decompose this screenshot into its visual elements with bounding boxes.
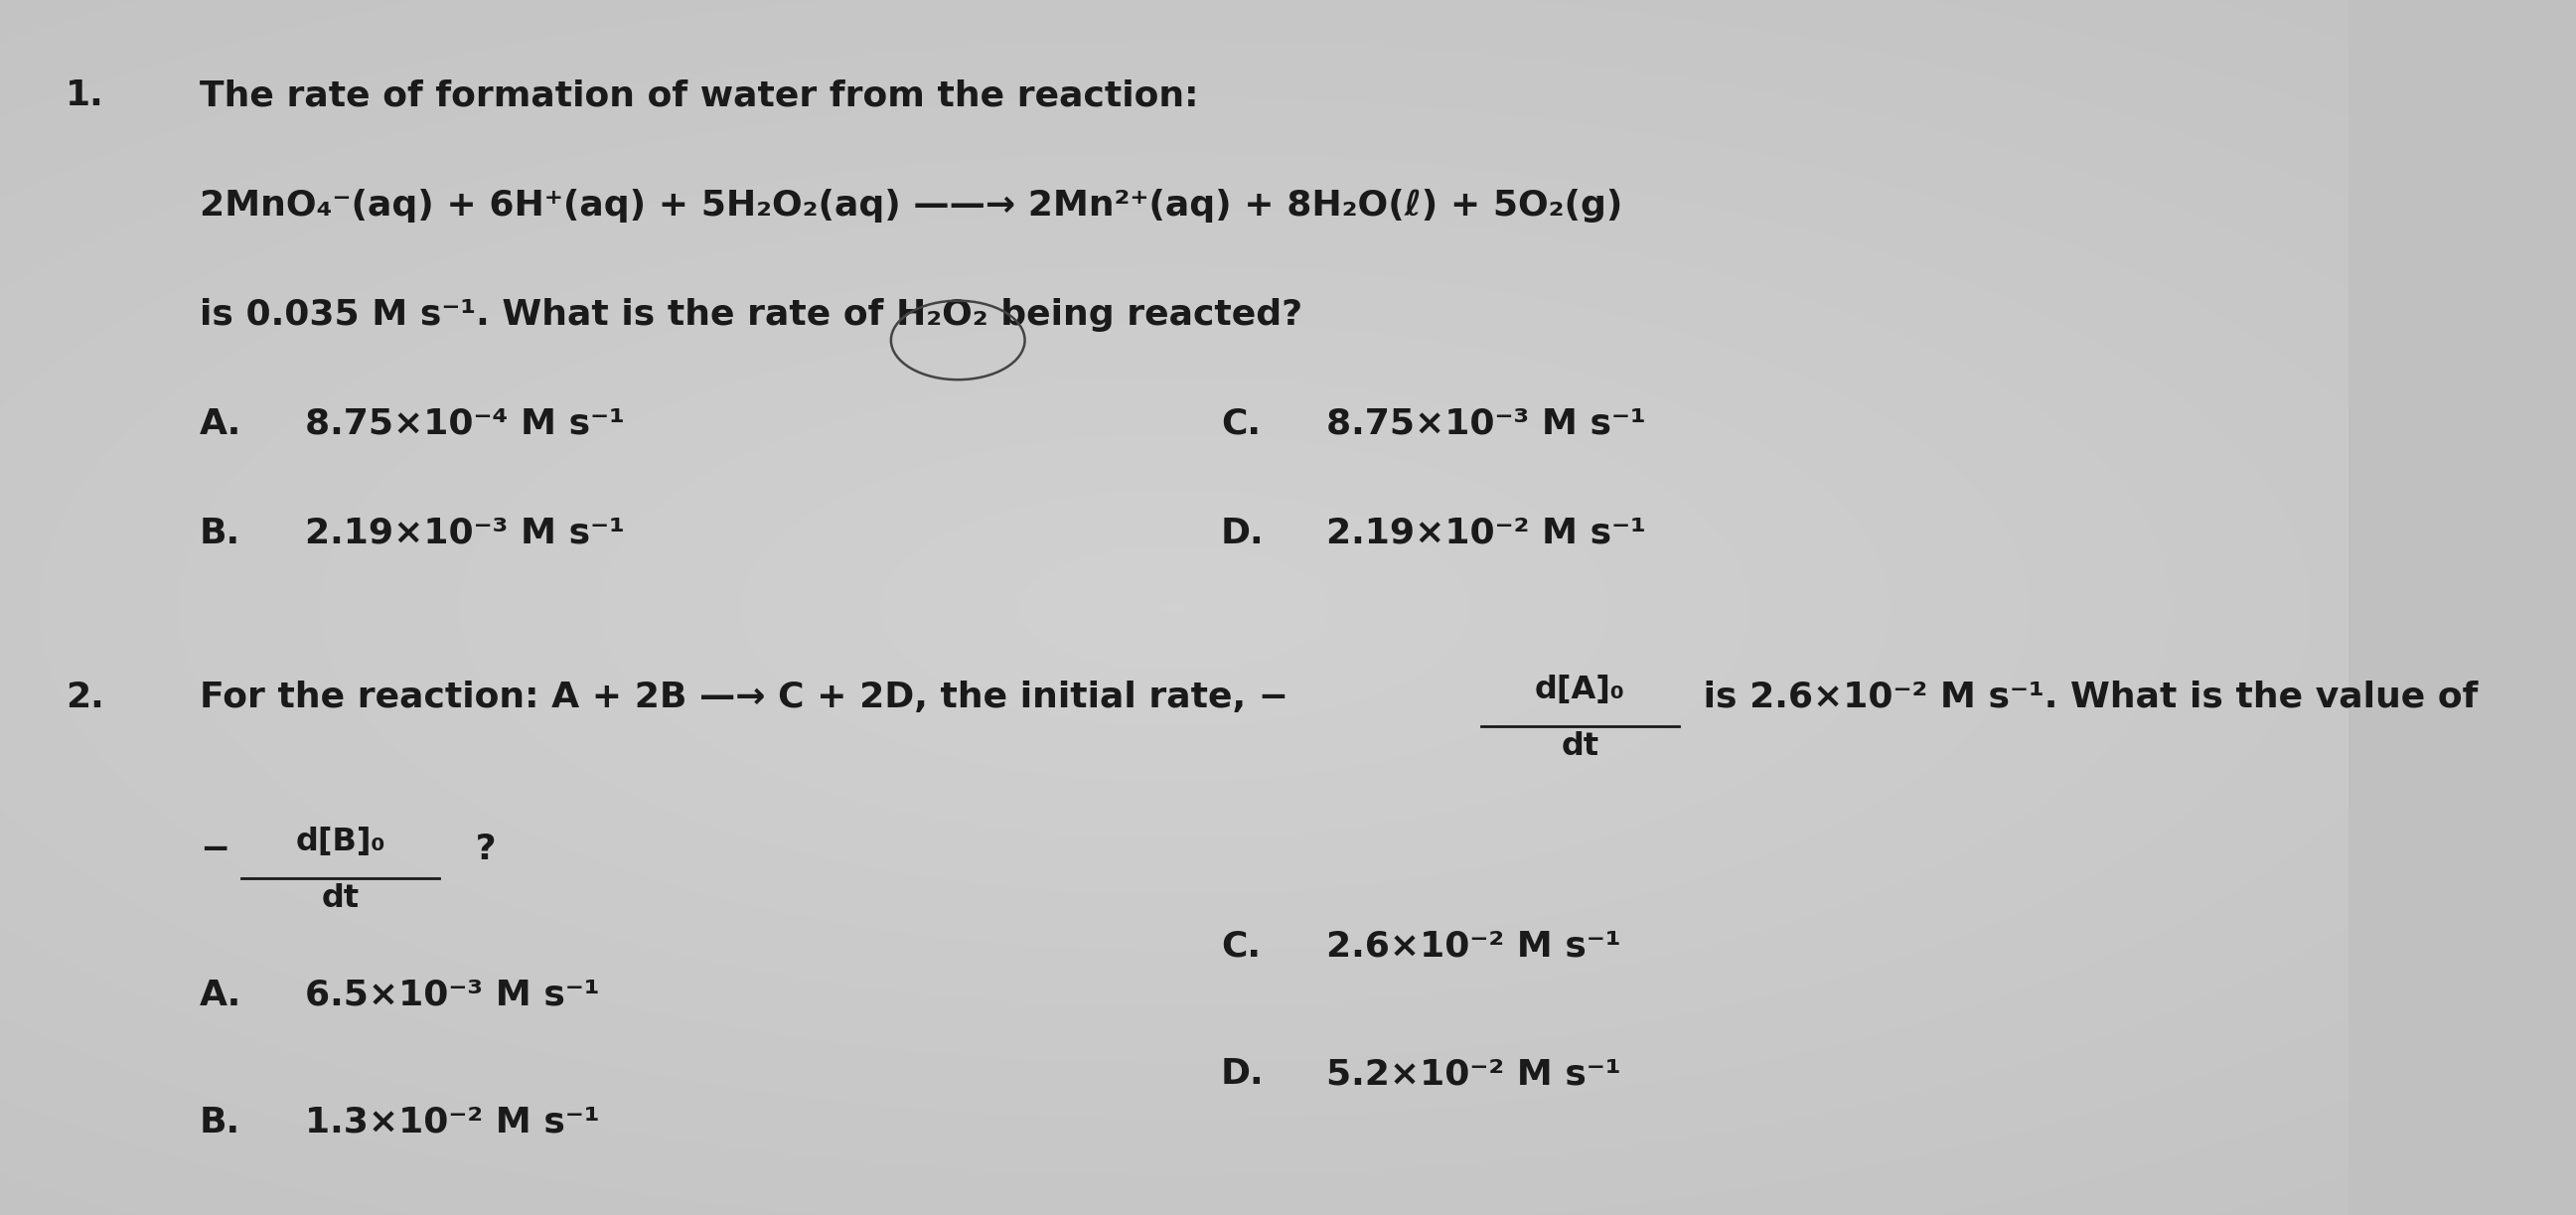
Text: 8.75×10⁻⁴ M s⁻¹: 8.75×10⁻⁴ M s⁻¹ (304, 407, 626, 441)
Text: 2.6×10⁻² M s⁻¹: 2.6×10⁻² M s⁻¹ (1327, 929, 1620, 963)
Text: is 2.6×10⁻² M s⁻¹. What is the value of: is 2.6×10⁻² M s⁻¹. What is the value of (1690, 680, 2478, 714)
Text: ?: ? (464, 832, 497, 866)
Text: d[A]₀: d[A]₀ (1535, 674, 1625, 705)
Text: −: − (198, 832, 229, 866)
Text: C.: C. (1221, 929, 1260, 963)
Text: 8.75×10⁻³ M s⁻¹: 8.75×10⁻³ M s⁻¹ (1327, 407, 1646, 441)
Text: B.: B. (198, 1106, 240, 1140)
Text: 2.19×10⁻³ M s⁻¹: 2.19×10⁻³ M s⁻¹ (304, 516, 626, 550)
Text: For the reaction: A + 2B —→ C + 2D, the initial rate, −: For the reaction: A + 2B —→ C + 2D, the … (198, 680, 1288, 714)
Text: D.: D. (1221, 516, 1265, 550)
Text: 2.19×10⁻² M s⁻¹: 2.19×10⁻² M s⁻¹ (1327, 516, 1646, 550)
Text: d[B]₀: d[B]₀ (296, 826, 386, 857)
Text: dt: dt (1561, 731, 1600, 762)
Text: A.: A. (198, 407, 242, 441)
Text: 5.2×10⁻² M s⁻¹: 5.2×10⁻² M s⁻¹ (1327, 1057, 1620, 1091)
Text: A.: A. (198, 978, 242, 1012)
Text: dt: dt (322, 883, 361, 914)
Text: The rate of formation of water from the reaction:: The rate of formation of water from the … (198, 79, 1198, 113)
Text: 1.: 1. (67, 79, 103, 113)
Text: 6.5×10⁻³ M s⁻¹: 6.5×10⁻³ M s⁻¹ (304, 978, 600, 1012)
Text: 1.3×10⁻² M s⁻¹: 1.3×10⁻² M s⁻¹ (304, 1106, 600, 1140)
Text: D.: D. (1221, 1057, 1265, 1091)
Text: is 0.035 M s⁻¹. What is the rate of H₂O₂ being reacted?: is 0.035 M s⁻¹. What is the rate of H₂O₂… (198, 298, 1303, 332)
Text: C.: C. (1221, 407, 1260, 441)
Text: 2MnO₄⁻(aq) + 6H⁺(aq) + 5H₂O₂(aq) ——→ 2Mn²⁺(aq) + 8H₂O(ℓ) + 5O₂(g): 2MnO₄⁻(aq) + 6H⁺(aq) + 5H₂O₂(aq) ——→ 2Mn… (198, 188, 1623, 222)
Text: 2.: 2. (67, 680, 103, 714)
Text: B.: B. (198, 516, 240, 550)
